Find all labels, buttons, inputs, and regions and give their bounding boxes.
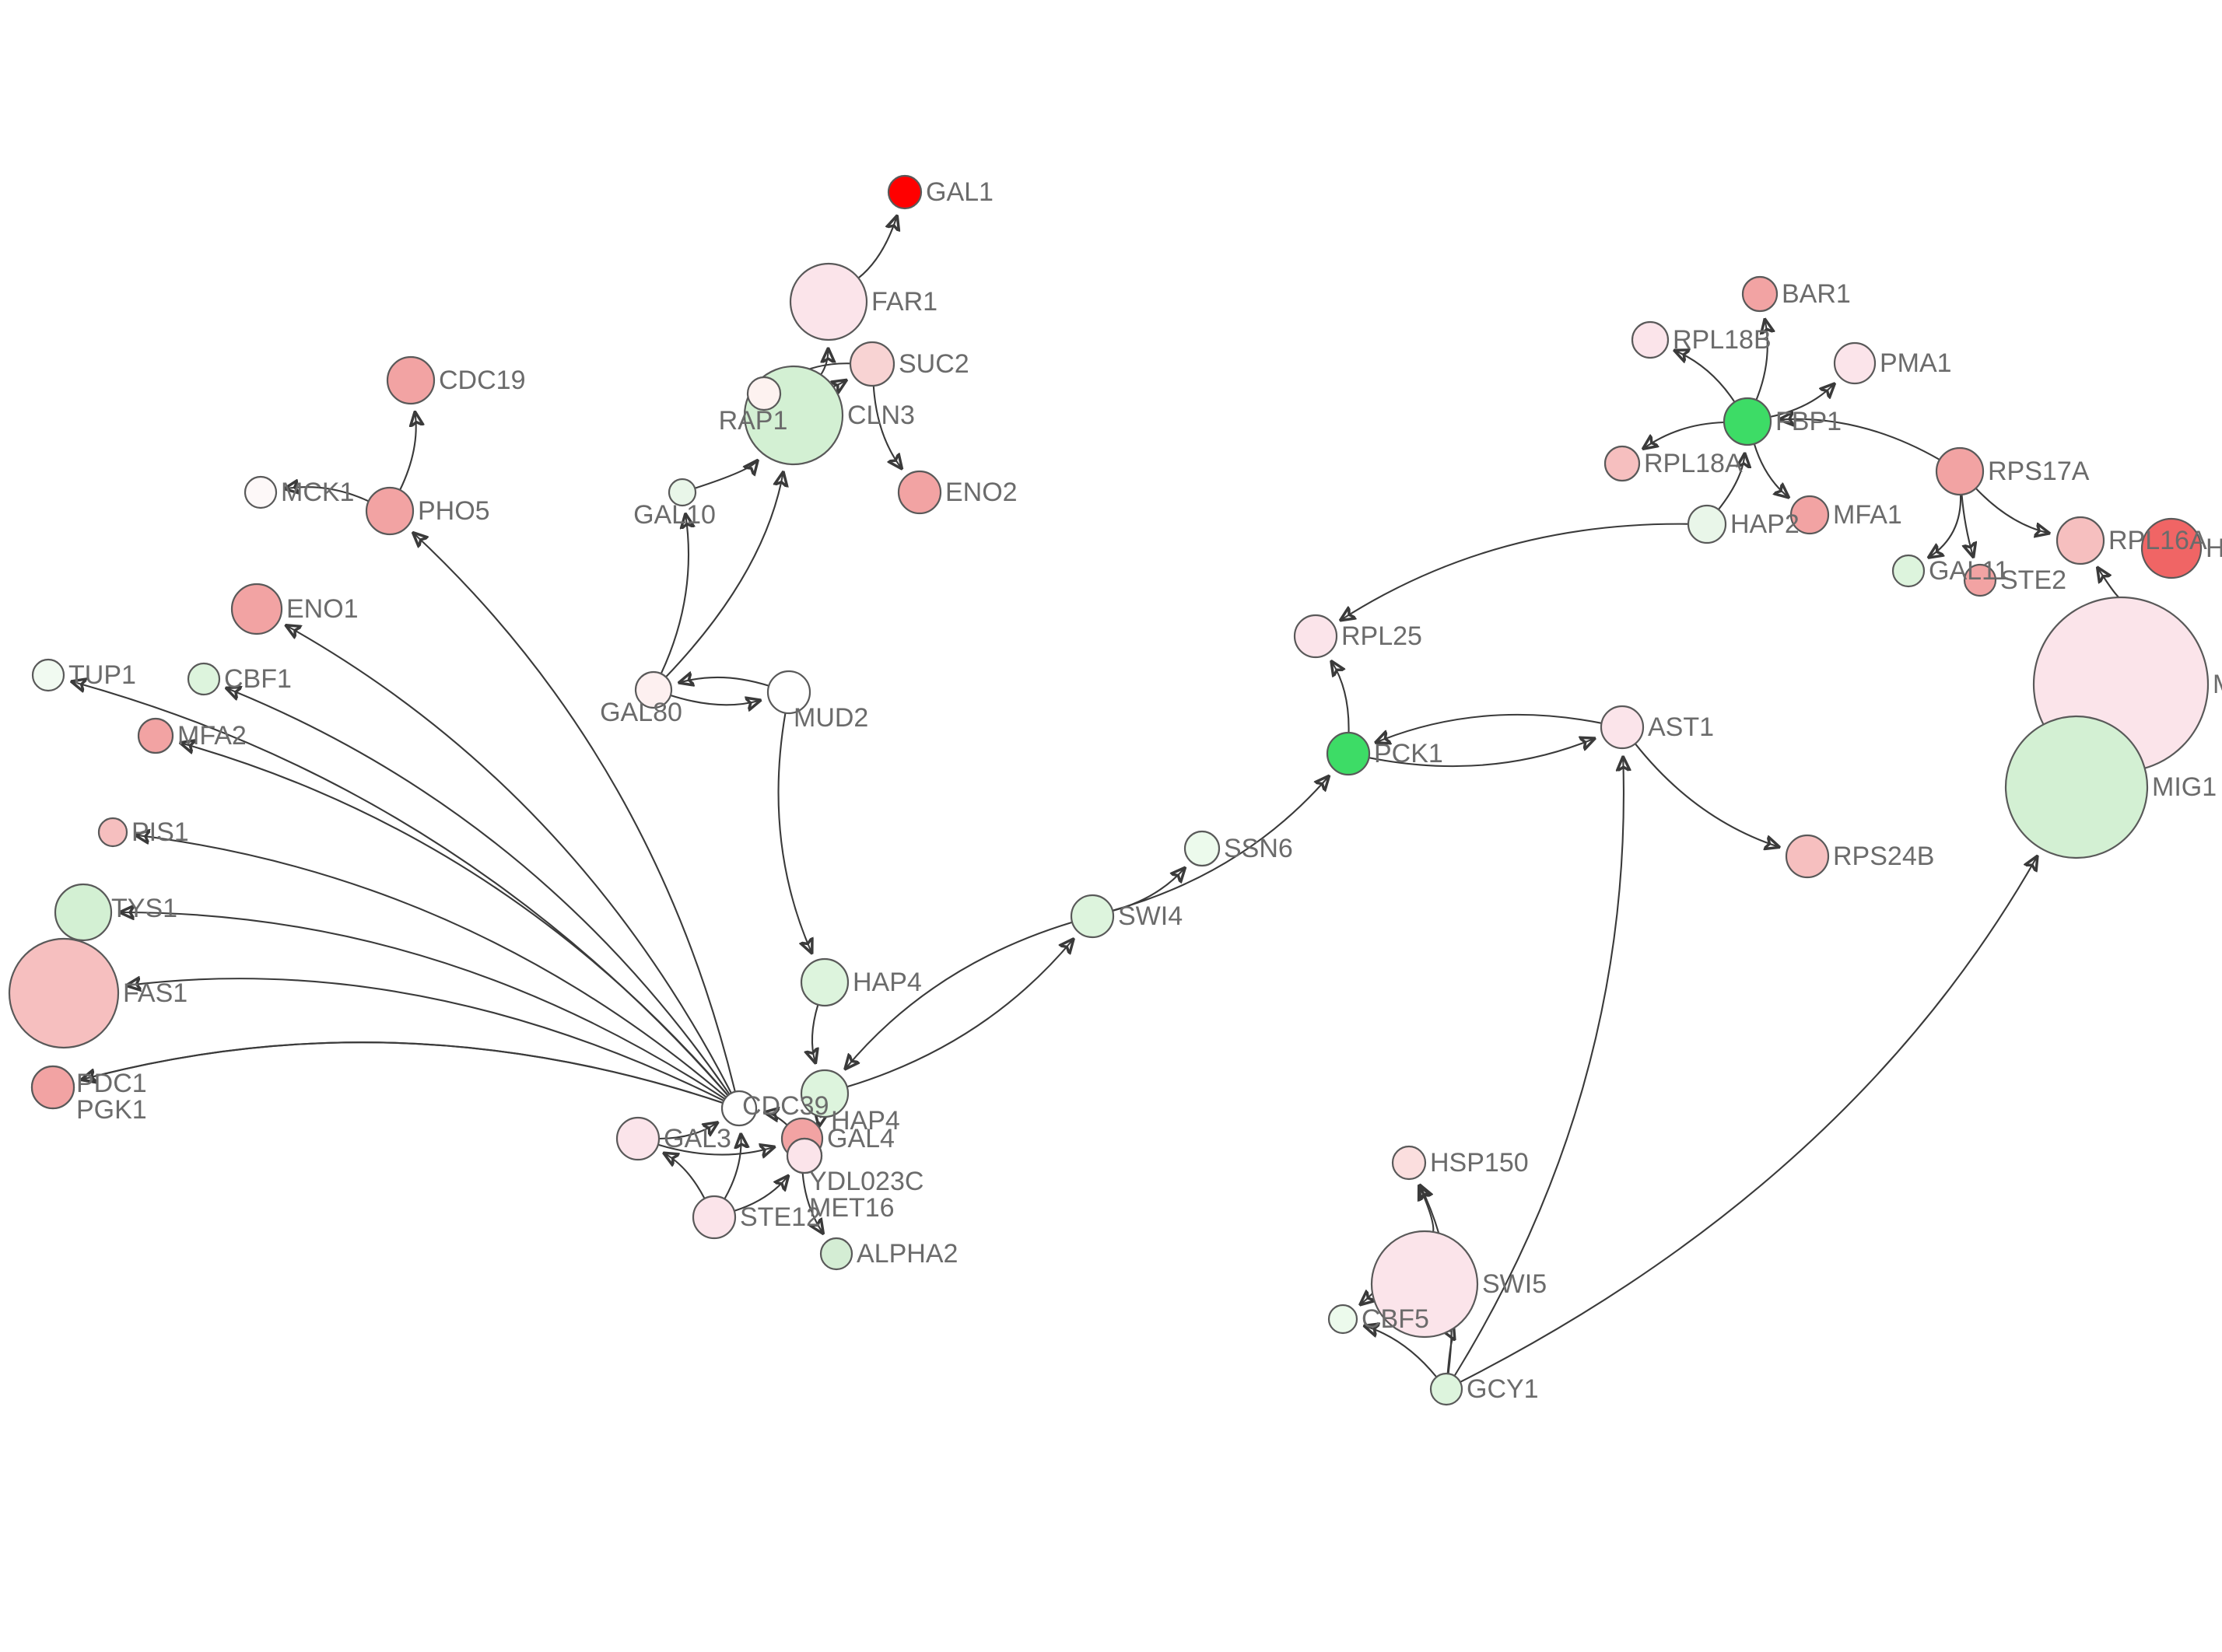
svg-text:RPS17A: RPS17A	[1988, 457, 2090, 486]
svg-text:MFA2: MFA2	[177, 721, 247, 751]
svg-text:GAL4: GAL4	[827, 1124, 895, 1153]
svg-text:RPL25: RPL25	[1341, 621, 1422, 651]
svg-text:PMA1: PMA1	[1880, 348, 1952, 378]
svg-text:CBF1: CBF1	[224, 664, 292, 694]
svg-text:TYS1: TYS1	[111, 894, 177, 923]
svg-text:HAP2: HAP2	[1730, 509, 1800, 539]
svg-text:CLN3: CLN3	[847, 401, 915, 430]
svg-text:MCM1: MCM1	[2213, 670, 2222, 699]
svg-text:SWI4: SWI4	[1118, 901, 1183, 931]
svg-text:MCK1: MCK1	[281, 478, 354, 507]
svg-text:ENO2: ENO2	[945, 478, 1018, 507]
svg-text:TUP1: TUP1	[68, 660, 136, 690]
svg-text:SWI5: SWI5	[1482, 1269, 1547, 1299]
svg-text:ALPHA2: ALPHA2	[857, 1239, 958, 1269]
svg-text:PHO5: PHO5	[418, 496, 490, 526]
svg-text:PGK1: PGK1	[76, 1095, 147, 1125]
svg-text:CDC19: CDC19	[439, 366, 525, 395]
svg-text:CDC39: CDC39	[742, 1091, 829, 1121]
svg-text:GCY1: GCY1	[1467, 1374, 1539, 1404]
svg-text:GAL80: GAL80	[600, 698, 682, 727]
svg-text:STE2: STE2	[2000, 565, 2066, 595]
svg-text:PDC1: PDC1	[76, 1069, 147, 1098]
svg-text:HAP4: HAP4	[853, 968, 922, 997]
svg-text:AST1: AST1	[1648, 712, 1714, 742]
svg-text:GAL11: GAL11	[1929, 556, 2009, 586]
svg-text:ENO1: ENO1	[286, 594, 359, 624]
svg-text:CBF5: CBF5	[1362, 1304, 1429, 1334]
svg-text:SUC2: SUC2	[899, 349, 969, 379]
svg-text:MFA1: MFA1	[1833, 500, 1902, 530]
svg-text:MIG1: MIG1	[2152, 772, 2217, 802]
svg-text:MET16: MET16	[809, 1193, 895, 1223]
svg-text:GAL1: GAL1	[926, 177, 994, 207]
svg-text:GAL3: GAL3	[664, 1124, 731, 1153]
svg-text:RPL18A: RPL18A	[1644, 449, 1743, 478]
svg-text:HSP150: HSP150	[1430, 1148, 1529, 1178]
svg-text:BAR1: BAR1	[1782, 279, 1851, 309]
svg-text:FAR1: FAR1	[871, 287, 938, 317]
svg-text:RAP1: RAP1	[719, 406, 788, 436]
svg-text:PIS1: PIS1	[131, 817, 189, 847]
svg-text:FAS1: FAS1	[123, 978, 188, 1008]
svg-text:FBP1: FBP1	[1775, 407, 1842, 436]
svg-text:RPS24B: RPS24B	[1833, 842, 1934, 871]
svg-text:STE12: STE12	[740, 1202, 821, 1232]
svg-text:GAL10: GAL10	[633, 500, 716, 530]
svg-text:RPL16A: RPL16A	[2108, 526, 2207, 555]
svg-text:YDL023C: YDL023C	[809, 1167, 923, 1196]
svg-text:MUD2: MUD2	[794, 703, 868, 733]
svg-text:SSN6: SSN6	[1224, 834, 1293, 863]
svg-text:RPL18B: RPL18B	[1673, 325, 1772, 355]
svg-text:HIS4: HIS4	[2206, 534, 2222, 563]
svg-text:PCK1: PCK1	[1374, 739, 1443, 768]
